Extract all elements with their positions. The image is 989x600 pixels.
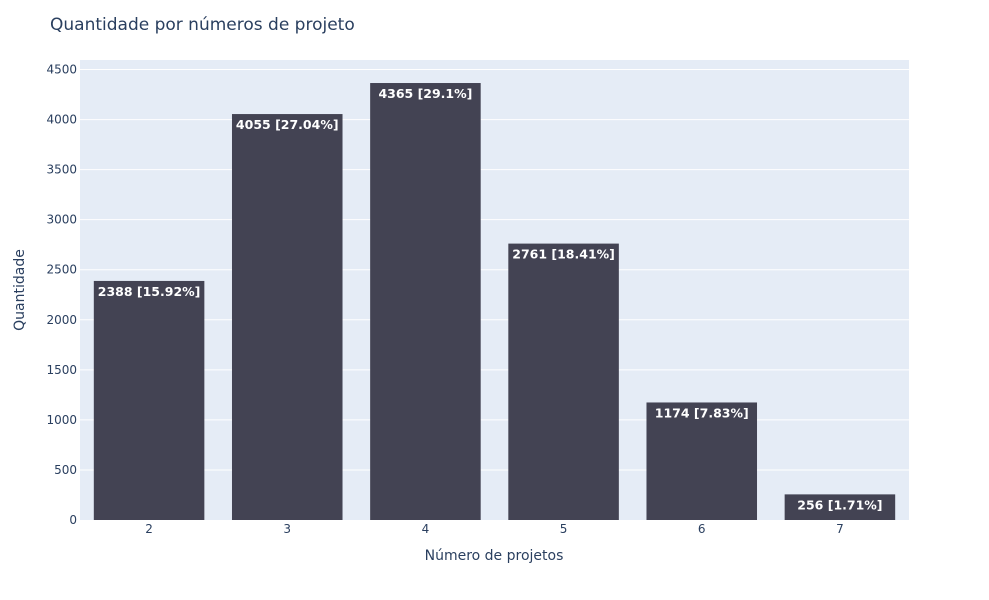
y-axis-ticks: 0 500 1000 1500 2000 2500 3000 3500 4000 4500	[46, 63, 77, 527]
bar-data-label: 4055 [27.04%]	[236, 117, 339, 132]
y-tick-label: 2000	[46, 313, 77, 327]
bar	[646, 402, 758, 520]
y-tick-label: 1000	[46, 413, 77, 427]
bar-data-labels: 2388 [15.92%] 4055 [27.04%] 4365 [29.1%] 27…	[98, 86, 883, 512]
x-tick-label: 5	[560, 522, 568, 536]
x-tick-label: 2	[145, 522, 153, 536]
x-tick-label: 3	[283, 522, 291, 536]
bar-data-label: 4365 [29.1%]	[378, 86, 472, 101]
x-tick-label: 6	[698, 522, 706, 536]
y-tick-label: 0	[69, 513, 77, 527]
bars	[93, 83, 896, 521]
y-tick-label: 4000	[46, 113, 77, 127]
plot-background	[80, 60, 909, 520]
x-tick-label: 4	[422, 522, 430, 536]
gridlines	[80, 69, 909, 471]
bar-data-label: 2388 [15.92%]	[98, 284, 201, 299]
y-tick-label: 2500	[46, 263, 77, 277]
y-tick-label: 3500	[46, 163, 77, 177]
bar	[231, 114, 343, 520]
y-tick-label: 1500	[46, 363, 77, 377]
chart-title: Quantidade por números de projeto	[50, 15, 355, 35]
x-axis-ticks: 2 3 4 5 6 7	[145, 522, 843, 536]
y-axis-title: Quantidade	[12, 249, 28, 331]
bar-data-label: 2761 [18.41%]	[512, 247, 615, 262]
x-tick-label: 7	[836, 522, 844, 536]
y-tick-label: 4500	[46, 63, 77, 77]
bar-data-label: 1174 [7.83%]	[655, 405, 749, 420]
bar	[370, 83, 481, 520]
y-tick-label: 3000	[46, 213, 77, 227]
y-tick-label: 500	[54, 463, 77, 477]
bar-data-label: 256 [1.71%]	[797, 497, 882, 512]
bar	[784, 494, 896, 520]
bar	[508, 243, 619, 521]
x-axis-title: Número de projetos	[425, 548, 564, 564]
bar	[93, 280, 205, 520]
